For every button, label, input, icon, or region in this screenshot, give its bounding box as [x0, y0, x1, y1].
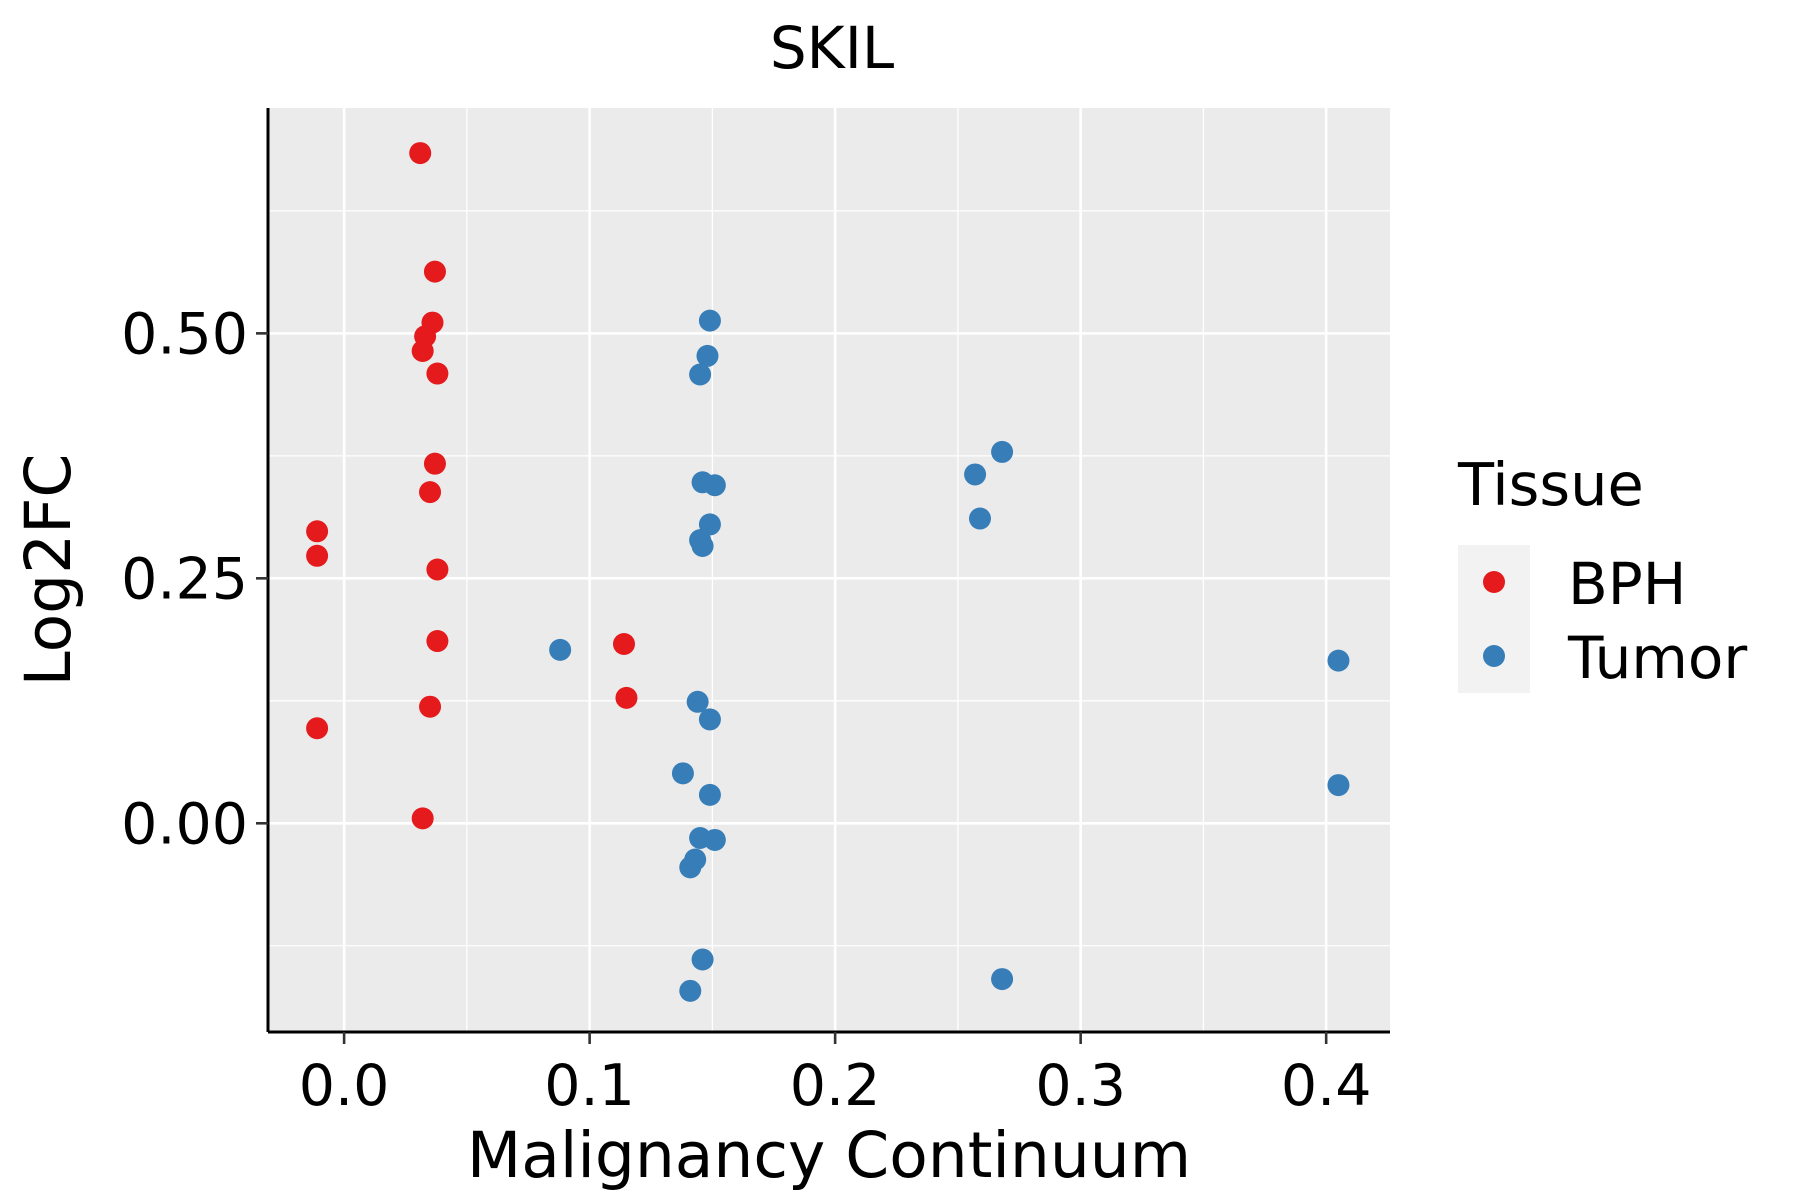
- data-point-tumor: [968, 507, 991, 530]
- x-tick-label: 0.4: [1281, 1053, 1372, 1119]
- data-point-bph: [306, 717, 329, 740]
- data-point-bph: [411, 340, 434, 363]
- data-point-tumor: [679, 856, 702, 879]
- data-point-bph: [306, 544, 329, 567]
- plot-area: 0.0 0.1 0.2 0.3 0.4 0.00 0.25 0.50: [121, 108, 1390, 1119]
- data-point-tumor: [679, 979, 702, 1002]
- y-axis-ticks: 0.00 0.25 0.50: [121, 301, 268, 857]
- data-point-bph: [419, 481, 442, 504]
- y-axis-title: Log2FC: [12, 454, 85, 687]
- data-point-tumor: [671, 762, 694, 785]
- data-point-bph: [409, 142, 432, 165]
- data-point-bph: [612, 632, 635, 655]
- data-point-tumor: [696, 344, 719, 367]
- x-axis-ticks: 0.0 0.1 0.2 0.3 0.4: [299, 1032, 1372, 1119]
- legend-label-bph: BPH: [1568, 550, 1686, 618]
- y-tick-label: 0.00: [121, 791, 248, 857]
- legend: Tissue BPH Tumor: [1457, 450, 1747, 693]
- data-point-tumor: [686, 690, 709, 713]
- data-point-tumor: [691, 534, 714, 557]
- data-point-bph: [306, 520, 329, 543]
- y-tick-label: 0.50: [121, 301, 248, 367]
- legend-key-background: [1458, 545, 1530, 693]
- x-tick-label: 0.1: [544, 1053, 635, 1119]
- data-point-tumor: [549, 638, 572, 661]
- data-point-tumor: [991, 440, 1014, 463]
- data-point-bph: [615, 686, 638, 709]
- chart-title: SKIL: [770, 14, 894, 82]
- data-point-tumor: [698, 708, 721, 731]
- data-point-bph: [426, 630, 449, 653]
- data-point-tumor: [703, 828, 726, 851]
- data-point-tumor: [698, 513, 721, 536]
- data-point-tumor: [964, 463, 987, 486]
- legend-label-tumor: Tumor: [1567, 624, 1747, 692]
- x-tick-label: 0.2: [790, 1053, 881, 1119]
- data-point-tumor: [689, 363, 712, 386]
- legend-title: Tissue: [1457, 450, 1644, 519]
- data-point-tumor: [691, 948, 714, 971]
- data-point-tumor: [991, 968, 1014, 991]
- x-tick-label: 0.3: [1035, 1053, 1126, 1119]
- data-point-tumor: [698, 783, 721, 806]
- x-axis-title: Malignancy Continuum: [467, 1119, 1191, 1192]
- data-point-bph: [423, 452, 446, 475]
- legend-key-tumor: [1483, 645, 1505, 667]
- x-tick-label: 0.0: [299, 1053, 390, 1119]
- data-point-tumor: [1327, 649, 1350, 672]
- data-point-tumor: [703, 474, 726, 497]
- data-point-bph: [423, 260, 446, 283]
- data-point-tumor: [1327, 774, 1350, 797]
- data-point-bph: [419, 695, 442, 718]
- data-point-bph: [426, 558, 449, 581]
- legend-key-bph: [1483, 571, 1505, 593]
- data-points: [306, 142, 1350, 1002]
- data-point-bph: [411, 807, 434, 830]
- data-point-tumor: [698, 309, 721, 332]
- data-point-bph: [426, 362, 449, 385]
- grid-lines: [268, 108, 1390, 1032]
- y-tick-label: 0.25: [121, 546, 248, 612]
